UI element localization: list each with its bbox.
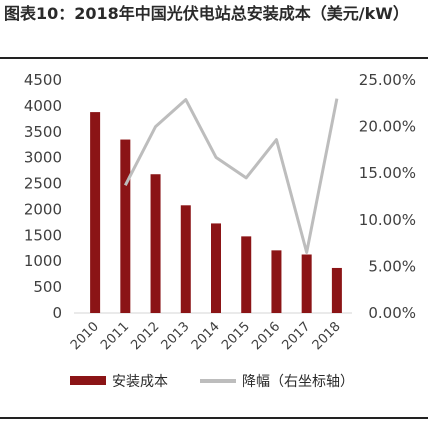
right-tick-label: 10.00% [359,211,416,229]
x-tick-label: 2014 [189,319,223,353]
left-tick-label: 3500 [24,123,62,141]
bottom-rule [0,417,428,419]
line-series [123,98,339,254]
right-tick-label: 5.00% [368,257,416,275]
left-tick-label: 0 [52,304,62,322]
x-tick-label: 2016 [249,319,283,353]
left-tick-label: 2500 [24,175,62,193]
left-tick-label: 2000 [24,200,62,218]
bar [150,174,161,313]
right-tick-label: 25.00% [359,71,416,89]
chart-title: 图表10：2018年中国光伏电站总安装成本（美元/kW） [4,4,409,23]
legend: 安装成本 降幅（右坐标轴） [70,374,354,390]
legend-label-line: 降幅（右坐标轴） [242,374,354,390]
decline-line [123,98,339,254]
x-tick-label: 2011 [98,319,132,353]
bar [241,236,252,313]
chart-canvas: 4500 4000 3500 3000 2500 2000 1500 1000 500 0 25.… [24,71,416,390]
bar [331,267,342,313]
x-tick-label: 2018 [310,319,344,353]
bar [180,205,191,313]
left-tick-label: 4000 [24,97,62,115]
legend-swatch-bar [70,376,106,385]
right-axis: 25.00% 20.00% 15.00% 10.00% 5.00% 0.00% [359,71,416,322]
top-rule [0,57,428,59]
x-tick-label: 2012 [128,319,162,353]
x-tick-label: 2015 [219,319,253,353]
bar [120,139,131,313]
x-tick-label: 2010 [68,319,102,353]
left-tick-label: 1500 [24,226,62,244]
left-tick-label: 500 [33,278,62,296]
left-tick-label: 1000 [24,252,62,270]
right-tick-label: 20.00% [359,118,416,136]
bar [211,223,221,313]
bar [90,112,101,313]
left-tick-label: 4500 [24,71,62,89]
bar-series [90,112,342,313]
left-tick-label: 3000 [24,149,62,167]
bar [271,250,282,313]
x-tick-label: 2013 [159,319,193,353]
right-tick-label: 0.00% [368,304,416,322]
left-axis: 4500 4000 3500 3000 2500 2000 1500 1000 500 0 [24,71,62,322]
right-tick-label: 15.00% [359,164,416,182]
x-tick-label: 2017 [279,319,313,353]
legend-label-bar: 安装成本 [112,374,168,390]
bar [301,254,312,313]
